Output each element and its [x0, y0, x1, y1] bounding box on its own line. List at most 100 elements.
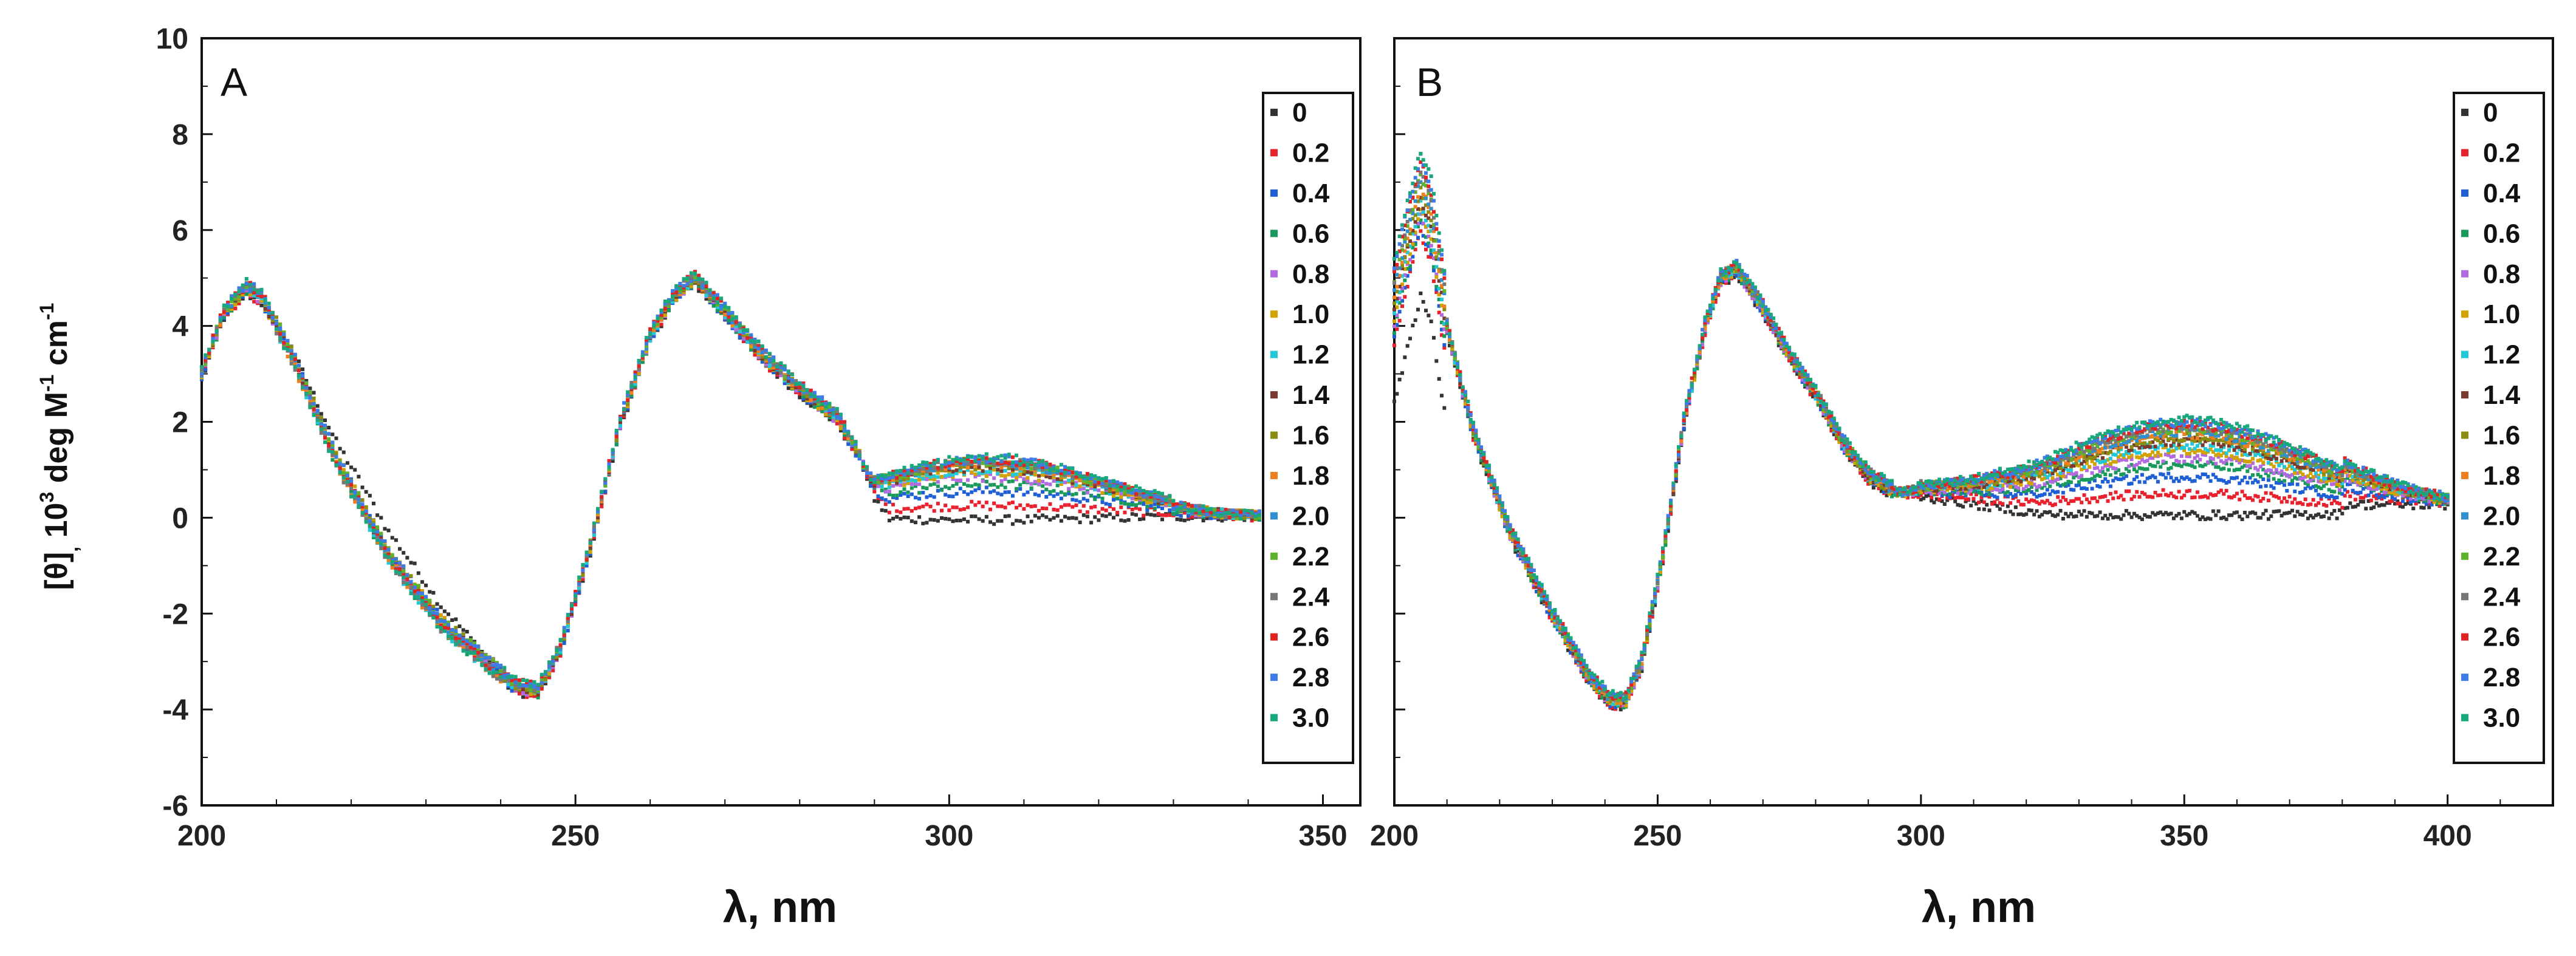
panel-a-data-point [1123, 492, 1127, 496]
panel-a-data-point [958, 468, 962, 472]
panel-a-data-point [562, 626, 566, 630]
panel-a-data-point [1063, 471, 1067, 475]
panel-b-data-point [1397, 377, 1402, 381]
panel-a-data-point [230, 307, 234, 311]
panel-a-data-point [244, 282, 248, 286]
panel-a-data-point [308, 400, 312, 404]
panel-a-data-point [1220, 513, 1224, 517]
panel-a-data-point [1029, 457, 1033, 462]
panel-a-data-point [499, 675, 503, 679]
panel-a-data-point [584, 555, 589, 559]
panel-a-data-point [1220, 507, 1224, 511]
panel-a-legend: 00.20.40.60.81.01.21.41.61.82.02.22.42.6… [1262, 92, 1354, 764]
panel-a-data-point [543, 670, 547, 674]
panel-a-data-point [1081, 475, 1086, 479]
panel-a-data-point [666, 301, 671, 306]
panel-a-data-point [244, 292, 248, 296]
panel-a-data-point [659, 308, 663, 312]
panel-a-data-point [244, 289, 248, 293]
panel-a-data-point [409, 580, 413, 584]
panel-a-data-point [1242, 510, 1247, 514]
panel-a-legend-marker [1270, 431, 1278, 439]
panel-a-data-point [981, 504, 985, 508]
panel-a-data-point [1003, 505, 1007, 510]
panel-a-data-point [461, 639, 465, 643]
panel-a-data-point [921, 485, 925, 490]
panel-a-data-point [1074, 474, 1078, 479]
panel-a-data-point [402, 573, 406, 577]
panel-a-data-point [659, 315, 663, 319]
panel-a-data-point [435, 602, 439, 606]
panel-a-legend-marker [1270, 552, 1278, 560]
panel-a-data-point [648, 332, 653, 336]
panel-a-data-point [805, 394, 809, 398]
panel-a-data-point [738, 332, 742, 336]
panel-b-x-tick-label: 300 [1897, 820, 1945, 852]
panel-a-data-point [850, 440, 854, 445]
panel-a-data-point [428, 610, 432, 614]
panel-a-data-point [954, 482, 959, 486]
panel-a-data-point [439, 605, 443, 609]
panel-a-data-point [827, 405, 832, 409]
panel-a-data-point [1041, 506, 1045, 510]
panel-a-data-point [413, 595, 417, 599]
panel-a-data-point [413, 592, 417, 596]
panel-a-data-point [1059, 463, 1063, 467]
panel-a-data-point [402, 569, 406, 573]
panel-a-data-point [304, 389, 309, 394]
panel-a-data-point [513, 683, 518, 688]
panel-a-data-point [1018, 503, 1023, 507]
panel-b-data-point [1479, 460, 1484, 465]
panel-a-data-point [640, 350, 645, 354]
panel-a-data-point [1093, 497, 1097, 501]
panel-a-data-point [843, 420, 847, 424]
panel-b-data-point [2122, 513, 2126, 517]
panel-a-data-point [204, 355, 208, 360]
panel-a-data-point [891, 471, 896, 476]
panel-a-data-point [375, 534, 380, 539]
panel-a-data-point [1029, 460, 1033, 465]
panel-a-data-point [992, 476, 996, 480]
panel-a-data-point [1197, 507, 1202, 511]
panel-a-data-point [1179, 500, 1183, 505]
panel-a-data-point [917, 478, 922, 482]
panel-a-data-point [248, 290, 252, 294]
panel-a-data-point [1134, 484, 1138, 488]
panel-a-data-point [529, 692, 533, 696]
panel-a-data-point [1063, 468, 1067, 473]
panel-a-data-point [880, 496, 884, 500]
panel-a-data-point [405, 573, 409, 577]
panel-a-data-point [226, 305, 230, 309]
panel-b-data-point [1811, 394, 1815, 398]
panel-a-data-point [629, 384, 634, 388]
panel-a-data-point [962, 517, 966, 521]
panel-a-data-point [925, 466, 929, 470]
panel-a-data-point [1074, 483, 1078, 487]
panel-b-data-point [2116, 515, 2120, 519]
panel-a-data-point [1115, 491, 1120, 496]
panel-a-data-point [308, 402, 312, 406]
panel-a-data-point [951, 494, 955, 499]
panel-a-data-point [872, 478, 877, 482]
panel-a-data-point [487, 667, 492, 671]
panel-a-data-point [891, 493, 896, 497]
panel-a-data-point [357, 504, 361, 508]
panel-a-data-point [1187, 517, 1191, 521]
panel-a-data-point [581, 577, 585, 581]
panel-a-data-point [1175, 513, 1179, 517]
panel-a-data-point [513, 678, 518, 682]
panel-a-data-point [349, 489, 354, 493]
panel-a-data-point [951, 484, 955, 488]
panel-a-data-point [345, 461, 349, 465]
panel-a-data-point [293, 357, 297, 361]
panel-a-data-point [1156, 512, 1160, 516]
panel-a-data-point [416, 591, 420, 595]
panel-a-data-point [308, 405, 312, 409]
panel-a-data-point [304, 378, 309, 383]
panel-a-data-point [574, 593, 578, 598]
panel-a-data-point [1119, 482, 1123, 486]
panel-a-data-point [275, 324, 279, 328]
panel-a-data-point [917, 515, 922, 519]
panel-b-data-point [1971, 499, 1976, 503]
panel-a-data-point [1015, 453, 1019, 457]
